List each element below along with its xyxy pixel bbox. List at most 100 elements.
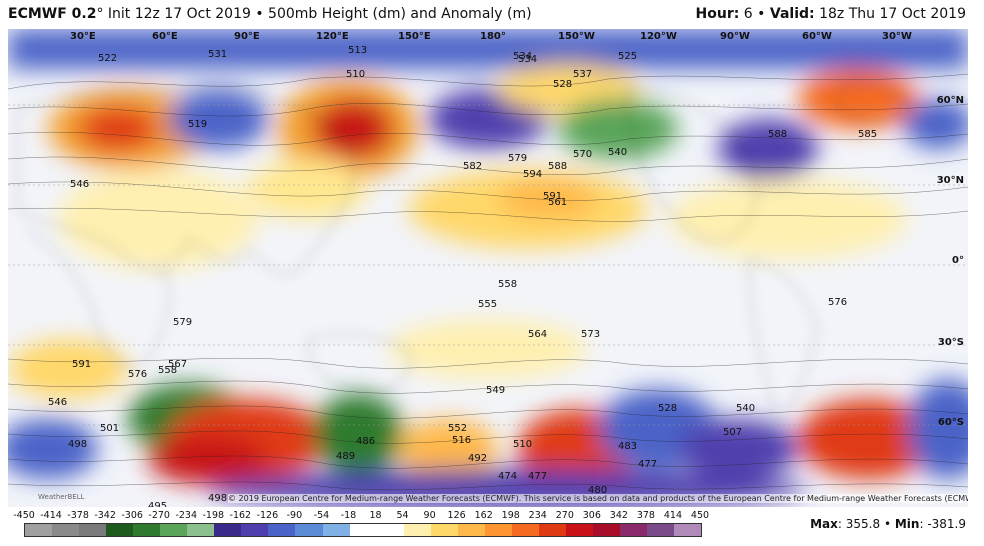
- latitude-label: 0°: [952, 255, 964, 266]
- colorbar-swatch: [403, 524, 431, 536]
- contour-label: 546: [70, 179, 90, 190]
- contour-label: 516: [452, 435, 472, 446]
- contour-label: 579: [508, 153, 528, 164]
- contour-label: 570: [573, 149, 593, 160]
- colorbar-swatch: [620, 524, 648, 536]
- contour-label: 534: [513, 51, 533, 62]
- watermark: WeatherBELL: [38, 493, 85, 501]
- contour-label: 474: [498, 471, 518, 482]
- height-contours: [8, 73, 968, 491]
- colorbar-tick-label: -198: [202, 510, 225, 521]
- colorbar-swatch: [430, 524, 458, 536]
- colorbar-swatch: [376, 524, 404, 536]
- contour-label: 564: [528, 329, 548, 340]
- contour-label: 576: [828, 297, 848, 308]
- colorbar-swatch: [241, 524, 269, 536]
- contour-label: 531: [208, 49, 228, 60]
- longitude-label: 120°W: [640, 31, 677, 42]
- colorbar-tick-label: -270: [148, 510, 170, 521]
- colorbar-tick-label: 270: [555, 510, 574, 521]
- colorbar-tick-label: 126: [447, 510, 466, 521]
- colorbar-swatch: [565, 524, 593, 536]
- latitude-label: 30°S: [937, 337, 964, 348]
- colorbar-tick-label: 162: [474, 510, 493, 521]
- colorbar-tick-label: 90: [423, 510, 436, 521]
- contour-label: 591: [72, 359, 92, 370]
- colorbar-swatch: [647, 524, 675, 536]
- longitude-label: 120°E: [316, 31, 349, 42]
- colorbar-tick-label: -90: [286, 510, 303, 521]
- contour-label: 579: [173, 317, 193, 328]
- colorbar-tick-label: -378: [67, 510, 89, 521]
- contour-label: 588: [548, 161, 568, 172]
- colorbar-tick-label: -414: [40, 510, 62, 521]
- colorbar-ticks: -450 -414 -378 -342 -306 -270 -234 -198 -162 -126…: [13, 510, 709, 522]
- longitude-label: 30°W: [882, 31, 912, 42]
- contour-label: 498: [208, 493, 228, 504]
- graticule: [8, 104, 968, 426]
- contour-label: 585: [858, 129, 878, 140]
- colorbar-swatch: [160, 524, 188, 536]
- min-label: Min: [894, 517, 920, 531]
- contour-label: 495: [148, 501, 168, 507]
- header: ECMWF 0.2° Init 12z 17 Oct 2019 • 500mb …: [0, 0, 984, 28]
- contour-label: 540: [608, 147, 628, 158]
- contour-label: 561: [548, 197, 568, 208]
- contour-label: 552: [448, 423, 468, 434]
- longitude-label: 150°W: [558, 31, 595, 42]
- colorbar-swatch: [79, 524, 107, 536]
- valid-time: Hour: 6 • Valid: 18z Thu 17 Oct 2019: [696, 6, 966, 22]
- longitude-label: 90°E: [234, 31, 260, 42]
- longitude-label: 60°E: [152, 31, 178, 42]
- colorbar-tick-label: -126: [256, 510, 279, 521]
- contour-label: 591: [543, 191, 563, 202]
- max-label: Max: [810, 517, 838, 531]
- bullet: •: [757, 6, 766, 22]
- colorbar-tick-label: -234: [175, 510, 198, 521]
- model-name: ECMWF 0.2: [8, 6, 97, 22]
- longitude-label: 90°W: [720, 31, 750, 42]
- colorbar-tick-label: 342: [609, 510, 628, 521]
- contour-label: 513: [348, 45, 368, 56]
- contour-label: 534: [518, 54, 538, 65]
- colorbar-tick-label: -342: [94, 510, 116, 521]
- contour-label: 588: [768, 129, 788, 140]
- contour-label: 519: [188, 119, 208, 130]
- colorbar-tick-label: 198: [501, 510, 520, 521]
- colorbar-swatch: [187, 524, 215, 536]
- contour-label: 477: [528, 471, 548, 482]
- longitude-label: 30°E: [70, 31, 96, 42]
- bullet: •: [883, 517, 892, 531]
- colorbar-swatch: [133, 524, 161, 536]
- colorbar-swatch: [322, 524, 350, 536]
- contour-label: 549: [486, 385, 506, 396]
- colorbar-swatch: [457, 524, 485, 536]
- longitude-label: 60°W: [802, 31, 832, 42]
- colorbar-swatch: [538, 524, 566, 536]
- colorbar-swatch: [592, 524, 621, 536]
- contour-label: 540: [736, 403, 756, 414]
- colorbar-tick-label: 54: [396, 510, 409, 521]
- title-description: ° Init 12z 17 Oct 2019 • 500mb Height (d…: [96, 6, 532, 22]
- colorbar-tick-label: 18: [369, 510, 382, 521]
- valid-label: Valid:: [769, 6, 815, 22]
- max-value: 355.8: [845, 517, 881, 531]
- colorbar-tick-label: 450: [690, 510, 710, 521]
- contour-label: 573: [581, 329, 601, 340]
- colorbar-swatch: [214, 524, 242, 536]
- colorbar-tick-label: 378: [636, 510, 655, 521]
- colorbar: [24, 523, 702, 537]
- contour-label: 558: [158, 365, 178, 376]
- contour-label: 522: [98, 53, 118, 64]
- contour-label: 501: [100, 423, 120, 434]
- contour-label: 582: [463, 161, 483, 172]
- contour-label: 480: [588, 485, 608, 496]
- contour-label: 477: [638, 459, 658, 470]
- colorbar-swatch: [268, 524, 296, 536]
- colorbar-tick-label: 234: [528, 510, 547, 521]
- anomaly-map: 30°E 60°E 90°E 120°E 150°E 180° 150°W 120°W 90°W…: [8, 29, 968, 507]
- colorbar-swatch: [295, 524, 323, 536]
- contour-label: 594: [523, 169, 543, 180]
- contour-label: 489: [336, 451, 356, 462]
- colorbar-tick-label: -450: [13, 510, 35, 521]
